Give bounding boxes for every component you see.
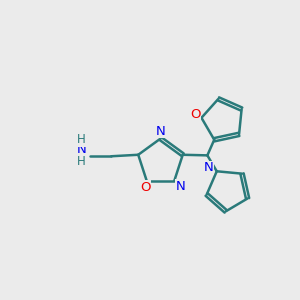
Text: H: H [77, 133, 85, 146]
Text: N: N [203, 161, 213, 174]
Text: N: N [76, 143, 86, 156]
Text: N: N [176, 180, 186, 193]
Text: N: N [156, 124, 165, 138]
Text: O: O [190, 108, 201, 121]
Text: H: H [77, 155, 85, 168]
Text: O: O [140, 181, 151, 194]
